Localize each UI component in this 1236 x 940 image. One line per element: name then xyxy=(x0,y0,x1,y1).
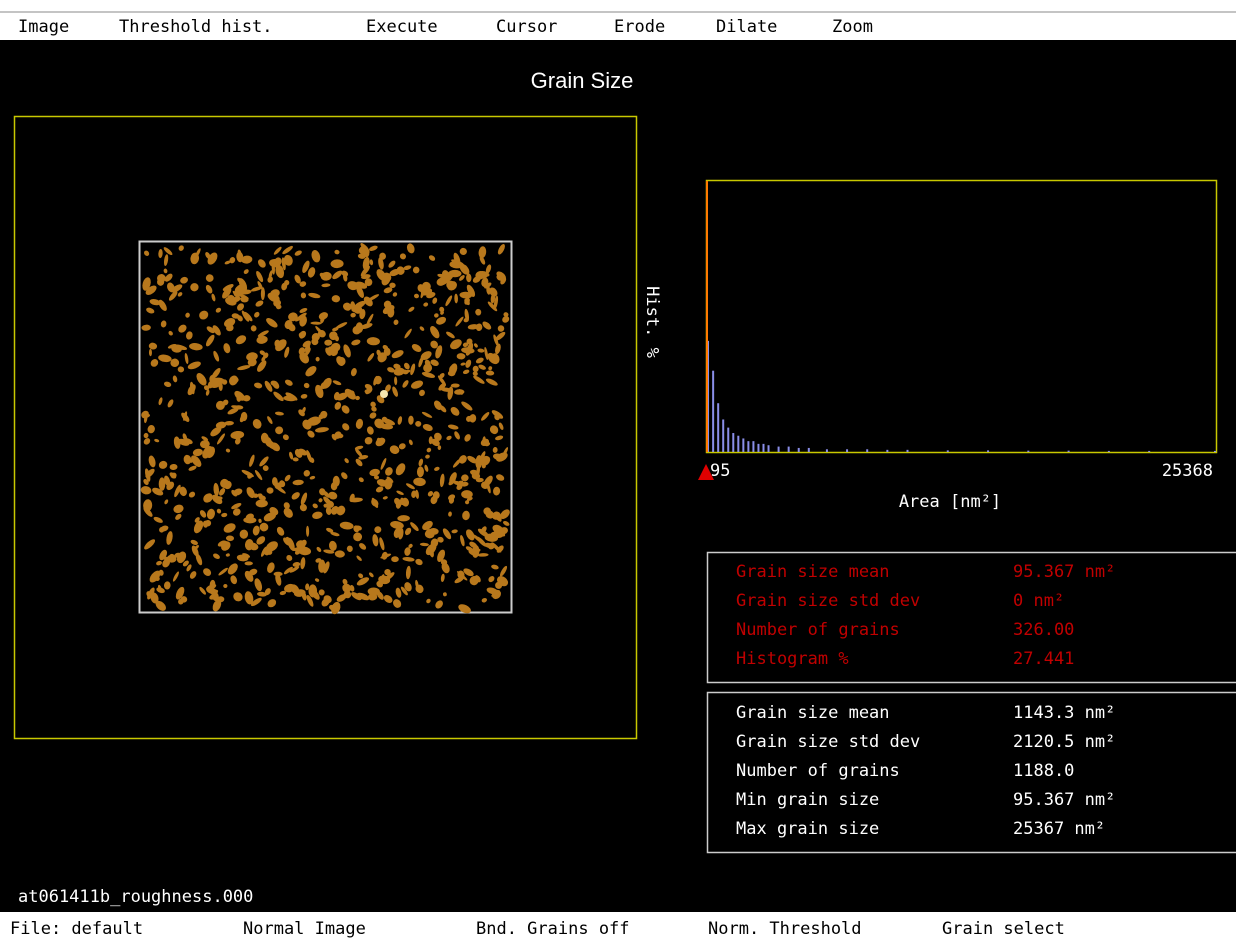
menu-item[interactable]: Cursor xyxy=(496,17,557,37)
grain xyxy=(391,556,399,562)
histogram-bar xyxy=(1214,451,1216,452)
menu-item[interactable]: Execute xyxy=(366,17,438,37)
stat-label: Grain size std dev xyxy=(736,732,920,752)
menu-item[interactable]: Image xyxy=(18,17,69,37)
screen: Grain Size Hist. % Area [nm²] at061411b_… xyxy=(0,0,1236,940)
histogram-frame xyxy=(707,181,1217,453)
stat-label: Grain size std dev xyxy=(736,591,920,611)
x-tick-label: 95 xyxy=(710,461,730,481)
histogram-bar xyxy=(1027,451,1029,452)
status-item[interactable]: Norm. Threshold xyxy=(708,919,862,939)
status-item[interactable]: Grain select xyxy=(942,919,1065,939)
x-axis-label: Area [nm²] xyxy=(899,492,1001,512)
filename: at061411b_roughness.000 xyxy=(18,887,253,907)
histogram-bar xyxy=(1148,451,1150,452)
histogram-bar xyxy=(727,428,729,452)
status-item[interactable]: Bnd. Grains off xyxy=(476,919,630,939)
title: Grain Size xyxy=(531,68,634,93)
stat-value: 95.367 nm² xyxy=(1013,790,1115,810)
stat-label: Max grain size xyxy=(736,819,879,839)
status-item[interactable]: Normal Image xyxy=(243,919,366,939)
histogram-bar xyxy=(808,448,810,452)
histogram-bar xyxy=(778,447,780,452)
histogram-bar xyxy=(886,450,888,452)
histogram-bar xyxy=(1108,451,1110,452)
histogram-bar xyxy=(846,449,848,452)
stat-label: Number of grains xyxy=(736,761,900,781)
stat-value: 1143.3 nm² xyxy=(1013,703,1115,723)
histogram-bar xyxy=(737,436,739,452)
histogram-bar xyxy=(1068,451,1070,452)
stat-value: 27.441 xyxy=(1013,649,1074,669)
histogram-bar xyxy=(732,433,734,452)
page: {"menu": ["Image", "Threshold hist.", "E… xyxy=(0,0,1236,940)
stat-value: 326.00 xyxy=(1013,620,1074,640)
histogram-bar xyxy=(798,448,800,452)
cursor-dot xyxy=(380,390,388,398)
menu-item[interactable]: Threshold hist. xyxy=(119,17,273,37)
histogram-bar xyxy=(947,450,949,452)
grain xyxy=(344,591,352,598)
histogram-bar xyxy=(987,450,989,452)
stat-label: Min grain size xyxy=(736,790,879,810)
stat-value: 25367 nm² xyxy=(1013,819,1105,839)
menu-item[interactable]: Erode xyxy=(614,17,665,37)
menu-item[interactable]: Dilate xyxy=(716,17,777,37)
grain xyxy=(324,340,332,346)
histogram-bar xyxy=(712,371,714,452)
menu-item[interactable]: Zoom xyxy=(832,17,873,37)
y-axis-label: Hist. % xyxy=(642,286,662,358)
grain xyxy=(331,482,338,490)
x-tick-label: 25368 xyxy=(1162,461,1213,481)
histogram-bar xyxy=(747,441,749,452)
histogram-bar xyxy=(717,403,719,452)
stat-label: Grain size mean xyxy=(736,703,890,723)
status-item[interactable]: File: default xyxy=(10,919,143,939)
histogram-bar xyxy=(826,449,828,452)
histogram-bar xyxy=(762,444,764,452)
stat-value: 2120.5 nm² xyxy=(1013,732,1115,752)
histogram-bar xyxy=(906,450,908,452)
stat-value: 95.367 nm² xyxy=(1013,562,1115,582)
histogram-bar xyxy=(742,438,744,452)
grain xyxy=(408,416,414,425)
stat-label: Histogram % xyxy=(736,649,849,669)
stat-label: Number of grains xyxy=(736,620,900,640)
histogram-bar xyxy=(722,419,724,452)
histogram-bar xyxy=(768,445,770,452)
histogram-bar xyxy=(866,449,868,452)
stat-value: 0 nm² xyxy=(1013,591,1064,611)
stat-label: Grain size mean xyxy=(736,562,890,582)
histogram-bar xyxy=(788,447,790,452)
histogram-bar xyxy=(752,441,754,452)
histogram-bar xyxy=(757,444,759,452)
stat-value: 1188.0 xyxy=(1013,761,1074,781)
